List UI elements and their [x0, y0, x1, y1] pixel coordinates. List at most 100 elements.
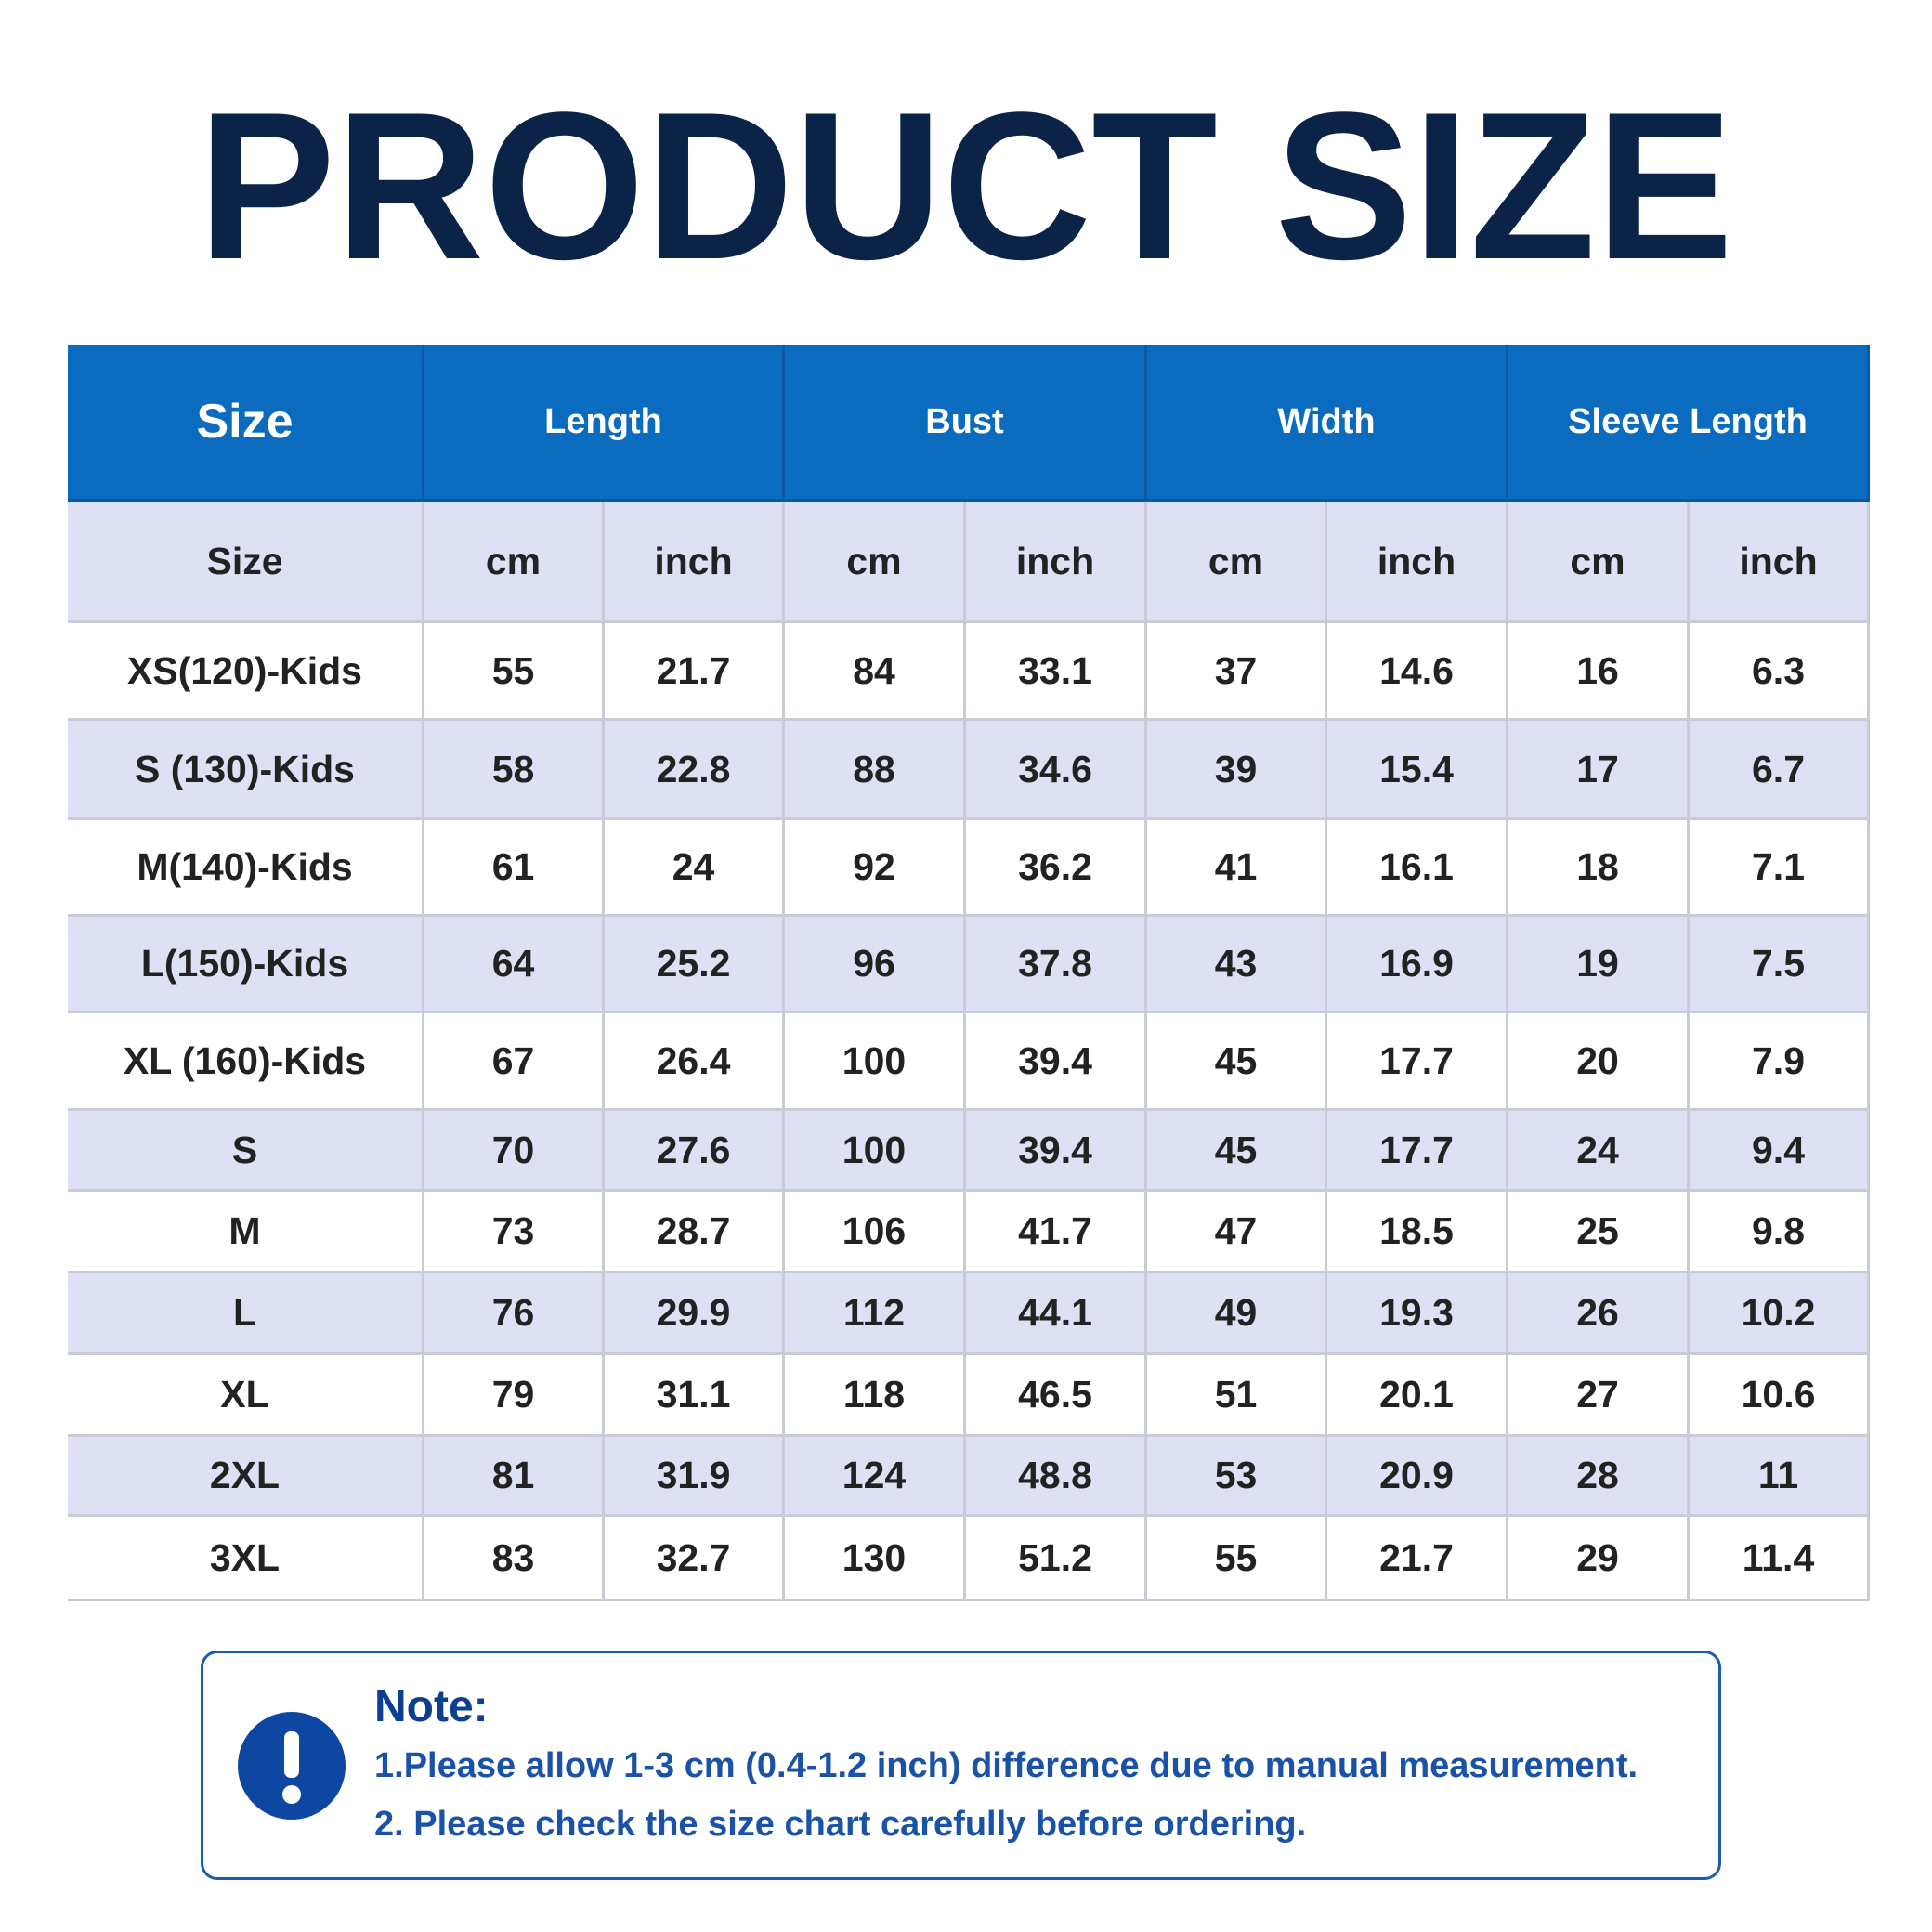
value-cell: 53 — [1147, 1437, 1327, 1517]
sub-header: inch — [966, 502, 1147, 623]
value-cell: 11 — [1690, 1437, 1870, 1517]
value-cell: 79 — [424, 1355, 605, 1437]
title-area: PRODUCT SIZE — [198, 68, 1733, 297]
value-cell: 21.7 — [1327, 1517, 1508, 1601]
value-cell: 81 — [424, 1437, 605, 1517]
value-cell: 41 — [1147, 820, 1327, 917]
value-cell: 34.6 — [966, 721, 1147, 820]
value-cell: 55 — [424, 623, 605, 721]
note-box: Note: 1.Please allow 1-3 cm (0.4-1.2 inc… — [201, 1651, 1721, 1880]
value-cell: 46.5 — [966, 1355, 1147, 1437]
value-cell: 39 — [1147, 721, 1327, 820]
value-cell: 14.6 — [1327, 623, 1508, 721]
sub-header: Size — [68, 502, 424, 623]
size-cell: S (130)-Kids — [68, 721, 424, 820]
value-cell: 26 — [1508, 1273, 1690, 1355]
value-cell: 28 — [1508, 1437, 1690, 1517]
value-cell: 67 — [424, 1013, 605, 1111]
value-cell: 19.3 — [1327, 1273, 1508, 1355]
value-cell: 16.9 — [1327, 917, 1508, 1013]
value-cell: 118 — [785, 1355, 966, 1437]
value-cell: 31.1 — [605, 1355, 785, 1437]
group-header: Bust — [785, 345, 1147, 502]
value-cell: 9.8 — [1690, 1192, 1870, 1273]
value-cell: 25.2 — [605, 917, 785, 1013]
value-cell: 16.1 — [1327, 820, 1508, 917]
value-cell: 48.8 — [966, 1437, 1147, 1517]
value-cell: 37 — [1147, 623, 1327, 721]
value-cell: 27.6 — [605, 1111, 785, 1192]
sub-header: inch — [1690, 502, 1870, 623]
value-cell: 21.7 — [605, 623, 785, 721]
value-cell: 39.4 — [966, 1111, 1147, 1192]
value-cell: 20.1 — [1327, 1355, 1508, 1437]
sub-header: cm — [785, 502, 966, 623]
value-cell: 7.9 — [1690, 1013, 1870, 1111]
value-cell: 45 — [1147, 1013, 1327, 1111]
value-cell: 24 — [1508, 1111, 1690, 1192]
value-cell: 10.6 — [1690, 1355, 1870, 1437]
value-cell: 17 — [1508, 721, 1690, 820]
sub-header: inch — [1327, 502, 1508, 623]
value-cell: 29.9 — [605, 1273, 785, 1355]
value-cell: 10.2 — [1690, 1273, 1870, 1355]
value-cell: 124 — [785, 1437, 966, 1517]
value-cell: 20 — [1508, 1013, 1690, 1111]
value-cell: 92 — [785, 820, 966, 917]
value-cell: 19 — [1508, 917, 1690, 1013]
group-header: Width — [1147, 345, 1508, 502]
value-cell: 96 — [785, 917, 966, 1013]
size-cell: XS(120)-Kids — [68, 623, 424, 721]
sub-header: cm — [1508, 502, 1690, 623]
value-cell: 58 — [424, 721, 605, 820]
value-cell: 17.7 — [1327, 1013, 1508, 1111]
value-cell: 43 — [1147, 917, 1327, 1013]
value-cell: 36.2 — [966, 820, 1147, 917]
value-cell: 15.4 — [1327, 721, 1508, 820]
value-cell: 84 — [785, 623, 966, 721]
value-cell: 31.9 — [605, 1437, 785, 1517]
value-cell: 26.4 — [605, 1013, 785, 1111]
value-cell: 11.4 — [1690, 1517, 1870, 1601]
value-cell: 20.9 — [1327, 1437, 1508, 1517]
value-cell: 51.2 — [966, 1517, 1147, 1601]
value-cell: 44.1 — [966, 1273, 1147, 1355]
value-cell: 49 — [1147, 1273, 1327, 1355]
note-line: 1.Please allow 1-3 cm (0.4-1.2 inch) dif… — [374, 1746, 1638, 1785]
value-cell: 33.1 — [966, 623, 1147, 721]
value-cell: 55 — [1147, 1517, 1327, 1601]
group-header: Sleeve Length — [1508, 345, 1870, 502]
value-cell: 32.7 — [605, 1517, 785, 1601]
size-cell: M(140)-Kids — [68, 820, 424, 917]
sub-header: inch — [605, 502, 785, 623]
alert-icon — [238, 1712, 346, 1820]
value-cell: 70 — [424, 1111, 605, 1192]
value-cell: 39.4 — [966, 1013, 1147, 1111]
group-header: Size — [68, 345, 424, 502]
title: PRODUCT SIZE — [198, 68, 1733, 297]
value-cell: 130 — [785, 1517, 966, 1601]
value-cell: 100 — [785, 1111, 966, 1192]
size-cell: L(150)-Kids — [68, 917, 424, 1013]
value-cell: 61 — [424, 820, 605, 917]
value-cell: 16 — [1508, 623, 1690, 721]
value-cell: 29 — [1508, 1517, 1690, 1601]
sub-header: cm — [1147, 502, 1327, 623]
value-cell: 7.1 — [1690, 820, 1870, 917]
value-cell: 28.7 — [605, 1192, 785, 1273]
group-header: Length — [424, 345, 785, 502]
size-cell: XL (160)-Kids — [68, 1013, 424, 1111]
note-title: Note: — [374, 1682, 489, 1731]
value-cell: 25 — [1508, 1192, 1690, 1273]
value-cell: 7.5 — [1690, 917, 1870, 1013]
value-cell: 18.5 — [1327, 1192, 1508, 1273]
value-cell: 88 — [785, 721, 966, 820]
value-cell: 27 — [1508, 1355, 1690, 1437]
value-cell: 41.7 — [966, 1192, 1147, 1273]
value-cell: 47 — [1147, 1192, 1327, 1273]
value-cell: 9.4 — [1690, 1111, 1870, 1192]
size-cell: M — [68, 1192, 424, 1273]
value-cell: 106 — [785, 1192, 966, 1273]
size-cell: 3XL — [68, 1517, 424, 1601]
